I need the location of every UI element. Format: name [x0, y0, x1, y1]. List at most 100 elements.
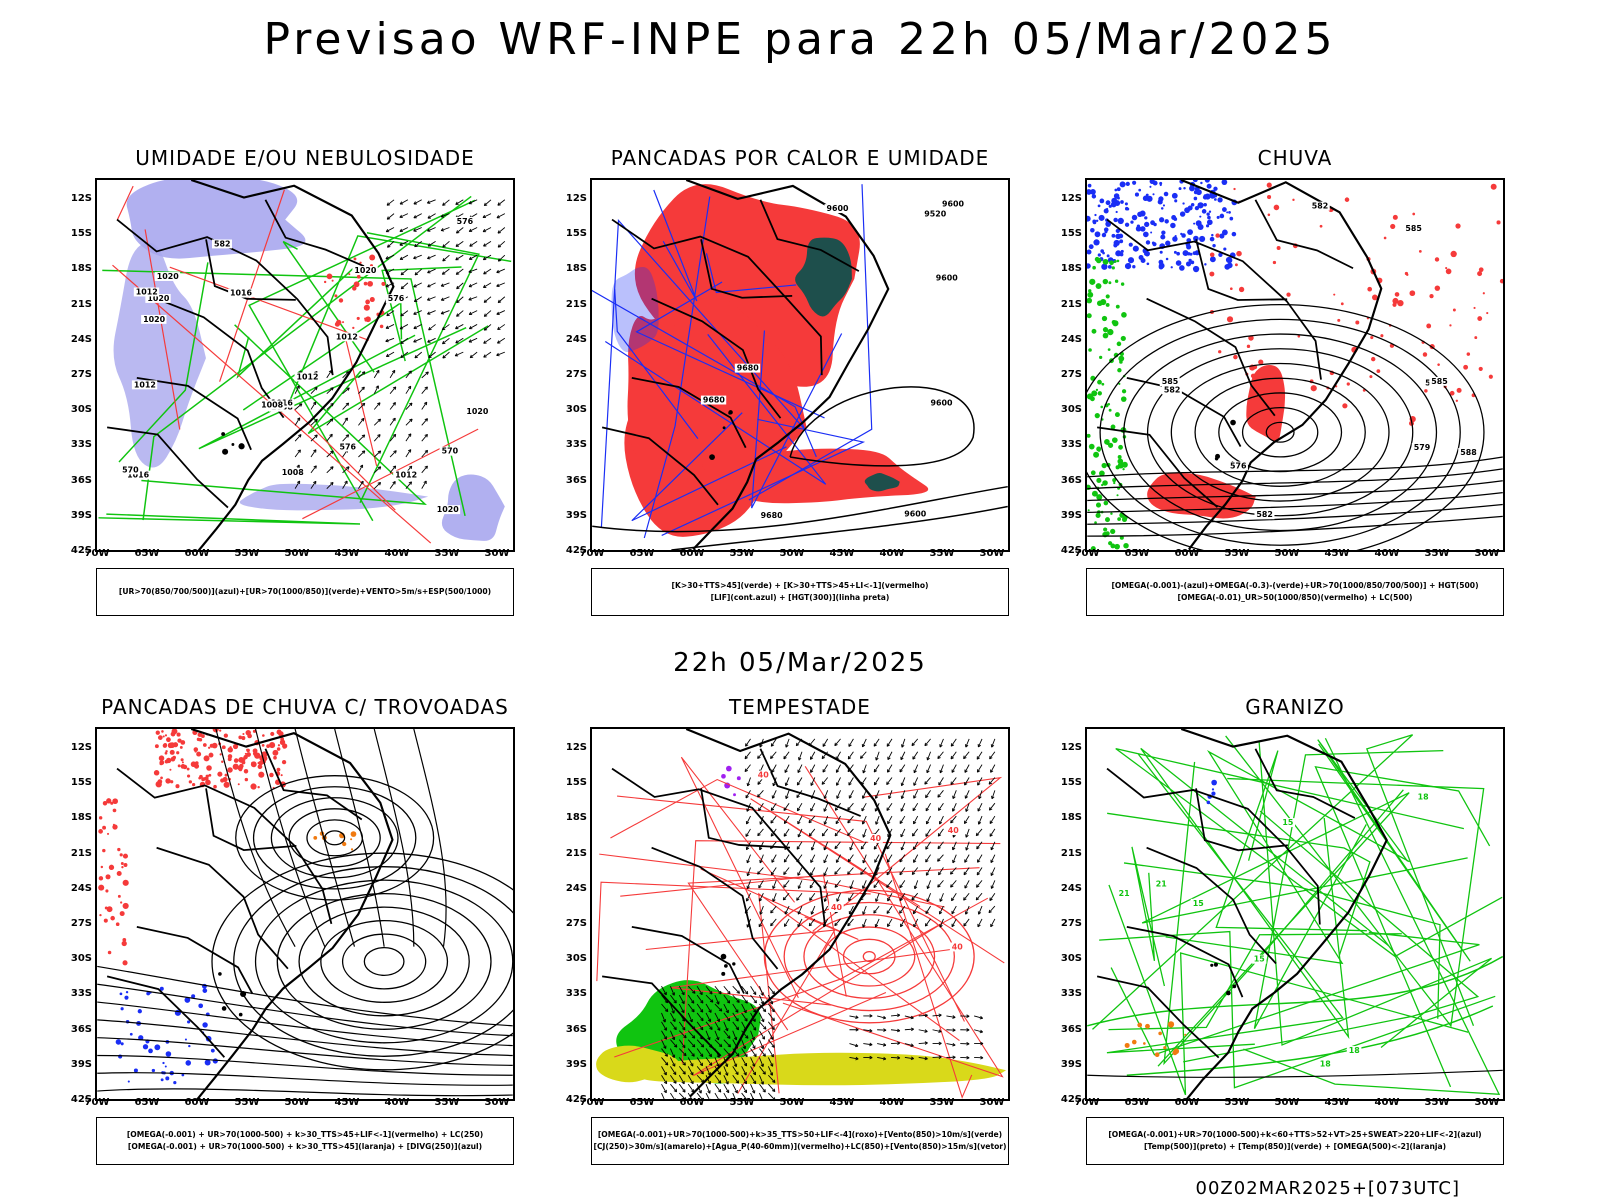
wind-vector — [483, 271, 487, 275]
thickness-dash — [356, 316, 360, 320]
wind-vector — [373, 450, 382, 458]
wind-vector — [673, 1044, 678, 1048]
wind-vector — [746, 859, 750, 864]
omega-blue — [1144, 250, 1150, 257]
omega-blue — [1118, 233, 1124, 239]
wind-vector — [796, 897, 800, 901]
contour-label-bg — [133, 287, 160, 297]
temp850-green — [1258, 741, 1492, 1049]
wind-vector — [861, 807, 865, 812]
contour-label: 1016 — [230, 289, 253, 298]
wind-vector — [386, 213, 395, 220]
contour-label: 576 — [1230, 461, 1247, 470]
streamline — [270, 797, 399, 879]
omega-blue — [1173, 217, 1178, 221]
omega-blue — [1229, 216, 1234, 221]
omega-blue — [1199, 215, 1202, 218]
wind-vector — [823, 859, 827, 864]
wind-vector — [408, 465, 413, 470]
wind-vector — [886, 859, 891, 863]
wind-vector — [939, 764, 944, 774]
wind-vector — [762, 1053, 766, 1057]
wind-vector — [707, 1090, 711, 1094]
longitude-tick: 35W — [929, 1097, 955, 1108]
omega-green — [1114, 279, 1119, 283]
wind-vector — [976, 751, 983, 760]
wind-vector — [797, 769, 801, 773]
wind-vector — [456, 313, 460, 317]
contour-label: 9520 — [924, 210, 947, 219]
wind-vector — [926, 885, 930, 890]
omega-blue — [1175, 260, 1182, 266]
wind-vector — [696, 1066, 704, 1075]
lake-mark — [1226, 990, 1231, 996]
thunderstorm-red — [282, 743, 288, 749]
wind-vector — [716, 1036, 720, 1041]
rain-red — [1477, 271, 1483, 277]
pwat-red — [687, 867, 980, 1031]
omega-blue — [1200, 181, 1203, 185]
thunderstorm-red — [122, 853, 129, 859]
wind-vector — [497, 202, 501, 206]
omega-green — [1107, 328, 1114, 336]
omega-blue — [1231, 231, 1237, 237]
streamline — [235, 775, 435, 901]
omega-blue — [1106, 254, 1110, 258]
wind-vector — [847, 828, 854, 836]
thunderstorm-red — [213, 784, 217, 789]
wind-vector — [901, 738, 906, 748]
longitude-tick: 65W — [629, 548, 655, 559]
wind-vector — [673, 1080, 677, 1084]
rain-red — [1478, 267, 1484, 273]
wind-vector — [797, 918, 803, 928]
wind-vector — [886, 905, 893, 914]
wind-vector — [809, 892, 816, 901]
lif-contour — [611, 267, 659, 353]
latitude-tick: 15S — [1060, 228, 1082, 240]
contour-label: 579 — [1414, 443, 1431, 452]
wind-vector — [966, 1028, 970, 1032]
wind-vector — [428, 354, 432, 359]
wind-vector — [469, 354, 474, 359]
wind-vector — [454, 353, 459, 357]
wind-vector — [753, 991, 757, 995]
lc850-red — [823, 926, 916, 987]
wind-vector — [925, 841, 931, 850]
latitude-tick: 39S — [70, 509, 92, 521]
omega-green — [1097, 379, 1102, 385]
wind-vector — [723, 994, 731, 1004]
thunderstorm-red — [194, 750, 197, 753]
wind-vector — [770, 918, 777, 927]
longitude-tick: 45W — [334, 1097, 360, 1108]
wind-vector — [744, 764, 751, 772]
thunderstorm-red — [99, 913, 102, 917]
omega-green — [1110, 543, 1116, 549]
country-border — [116, 218, 334, 376]
lake-mark — [221, 1006, 227, 1011]
wind-vector — [784, 905, 790, 915]
wind-vector — [950, 884, 954, 888]
wind-vector — [770, 1036, 774, 1040]
thunderstorm-red — [120, 862, 124, 865]
wind-vector — [428, 324, 436, 331]
omega-green — [1099, 470, 1105, 477]
wind-vector — [932, 1014, 942, 1017]
wind-vector — [330, 403, 334, 407]
rain-red — [1429, 294, 1434, 299]
rain-red — [1297, 334, 1301, 338]
omega-green — [1087, 313, 1092, 319]
rain-red — [1463, 364, 1469, 370]
wind-vector — [675, 1098, 677, 1099]
wind-vector — [886, 854, 893, 863]
wind-vector — [989, 751, 996, 760]
wind-vector — [772, 1079, 776, 1084]
contour-label-bg — [922, 209, 948, 219]
rain-red — [1233, 187, 1236, 191]
humidity-low-level — [198, 327, 467, 450]
country-border — [1254, 199, 1354, 270]
wind-vector — [759, 905, 764, 915]
wind-vector — [977, 918, 983, 928]
thickness-contour — [344, 336, 378, 467]
thunderstorm-red — [115, 922, 120, 927]
thunderstorm-red — [242, 737, 245, 741]
